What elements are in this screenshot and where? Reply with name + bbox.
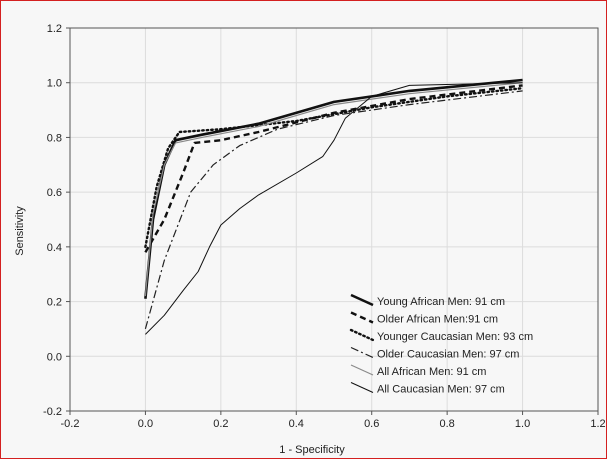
legend-label: All Caucasian Men: 97 cm xyxy=(377,384,505,396)
legend-label: Older African Men:91 cm xyxy=(377,314,498,326)
series-line-6 xyxy=(145,82,523,335)
x-tick-label: 0.8 xyxy=(439,418,454,430)
series-line-3 xyxy=(144,86,524,249)
legend-swatch xyxy=(350,364,374,376)
y-tick-label: 0.2 xyxy=(47,297,62,309)
x-tick-label: 1.2 xyxy=(590,418,605,430)
x-tick-label: -0.2 xyxy=(61,418,80,430)
legend-swatch xyxy=(350,346,374,359)
y-tick-label: 1.0 xyxy=(47,78,62,90)
legend-swatch xyxy=(350,311,374,324)
x-tick-label: 0.2 xyxy=(213,418,228,430)
plot-area xyxy=(69,27,599,412)
legend-label: Younger Caucasian Men: 93 cm xyxy=(377,331,533,343)
x-tick-label: 0.4 xyxy=(289,418,304,430)
y-tick-label: 0.4 xyxy=(47,242,62,254)
legend-swatch xyxy=(349,328,375,342)
axis-ticks: -0.2 0.0 0.2 0.4 0.6 0.8 1.0 1.2 -0.2 0.0 0.2 0.4 0.… xyxy=(43,23,606,430)
y-tick-label: -0.2 xyxy=(43,406,62,418)
legend-label: Older Caucasian Men: 97 cm xyxy=(377,349,519,361)
y-axis-label: Sensitivity xyxy=(14,206,26,256)
series-line-2 xyxy=(144,84,523,253)
x-tick-label: 0.0 xyxy=(138,418,153,430)
y-tick-label: 0.6 xyxy=(47,187,62,199)
legend-swatch xyxy=(350,293,374,307)
y-tick-label: 1.2 xyxy=(47,23,62,35)
legend-swatch xyxy=(350,382,374,393)
x-tick-label: 0.6 xyxy=(364,418,379,430)
legend: Young African Men: 91 cm Older African Me… xyxy=(349,293,533,396)
series-line-4 xyxy=(144,90,523,330)
series-lines xyxy=(144,78,524,335)
y-tick-label: 0.8 xyxy=(47,132,62,144)
series-line-1 xyxy=(144,78,523,299)
y-tick-label: 0.0 xyxy=(47,351,62,363)
legend-label: All African Men: 91 cm xyxy=(377,366,486,378)
grid-lines xyxy=(69,27,599,412)
x-axis-label: 1 - Specificity xyxy=(279,444,345,456)
series-line-5 xyxy=(144,82,523,297)
legend-label: Young African Men: 91 cm xyxy=(377,296,505,308)
x-tick-label: 1.0 xyxy=(515,418,530,430)
